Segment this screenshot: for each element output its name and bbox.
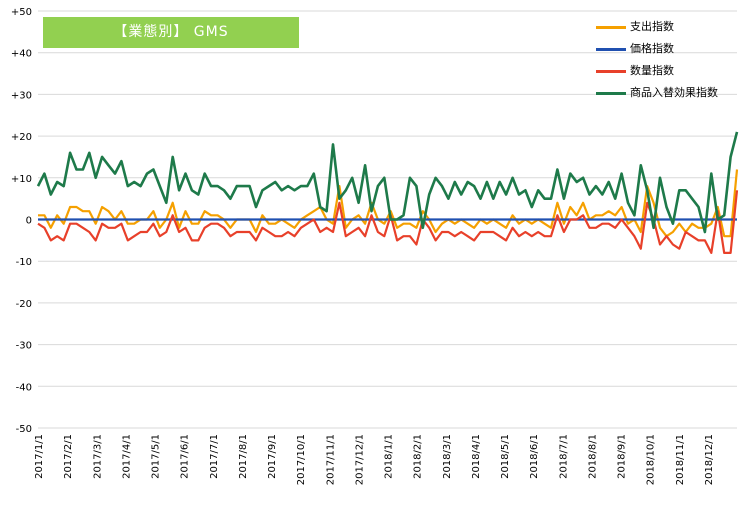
legend-label-spending: 支出指数 (630, 20, 674, 33)
x-tick-label: 2018/4/1 (471, 434, 482, 479)
x-tick-label: 2017/5/1 (151, 434, 162, 479)
line-product-replacement (36, 131, 739, 234)
legend-swatch-spending (596, 26, 626, 29)
legend-label-product-replacement: 商品入替効果指数 (630, 86, 718, 99)
chart-title: 【業態別】 GMS (43, 17, 299, 48)
x-tick-label: 2018/12/1 (704, 434, 715, 485)
x-tick-label: 2017/11/1 (325, 434, 336, 485)
x-axis-tick-labels: 2017/1/1 2017/2/1 2017/3/1 2017/4/1 2017/5/1… (34, 434, 715, 485)
x-tick-label: 2017/12/1 (354, 434, 365, 485)
y-tick-label: +30 (11, 90, 32, 101)
x-tick-label: 2018/3/1 (442, 434, 453, 479)
x-tick-label: 2018/9/1 (617, 434, 628, 479)
line-spending (38, 169, 739, 238)
x-tick-label: 2017/9/1 (267, 434, 278, 479)
x-tick-label: 2018/8/1 (587, 434, 598, 479)
y-tick-label: +40 (11, 49, 32, 60)
y-axis-tick-labels: +50 +40 +30 +20 +10 0 -10 -20 -30 -40 -50 (11, 7, 32, 435)
y-tick-label: +50 (11, 7, 32, 18)
y-tick-label: -20 (16, 299, 32, 310)
legend-swatch-quantity (596, 70, 626, 73)
x-tick-label: 2018/7/1 (558, 434, 569, 479)
legend-label-price: 価格指数 (630, 42, 674, 55)
series-lines (36, 131, 739, 254)
x-tick-label: 2017/8/1 (238, 434, 249, 479)
y-tick-label: -10 (16, 257, 32, 268)
x-tick-label: 2018/10/1 (646, 434, 657, 485)
x-tick-label: 2017/4/1 (121, 434, 132, 479)
line-quantity (37, 190, 739, 254)
x-tick-label: 2018/2/1 (413, 434, 424, 479)
y-tick-label: +10 (11, 174, 32, 185)
legend-swatch-product-replacement (596, 92, 626, 95)
x-tick-label: 2018/11/1 (675, 434, 686, 485)
y-tick-label: -50 (16, 424, 32, 435)
legend-swatch-price (596, 48, 626, 51)
x-tick-label: 2017/7/1 (209, 434, 220, 479)
x-tick-label: 2018/5/1 (500, 434, 511, 479)
y-tick-label: -30 (16, 341, 32, 352)
x-tick-label: 2018/6/1 (529, 434, 540, 479)
x-tick-label: 2017/2/1 (63, 434, 74, 479)
x-tick-label: 2017/10/1 (296, 434, 307, 485)
legend-label-quantity: 数量指数 (630, 64, 674, 77)
x-tick-label: 2017/6/1 (180, 434, 191, 479)
x-tick-label: 2017/1/1 (34, 434, 45, 479)
x-tick-label: 2018/1/1 (384, 434, 395, 479)
y-tick-label: +20 (11, 132, 32, 143)
y-tick-label: -40 (16, 382, 32, 393)
y-tick-label: 0 (26, 216, 32, 227)
x-tick-label: 2017/3/1 (92, 434, 103, 479)
